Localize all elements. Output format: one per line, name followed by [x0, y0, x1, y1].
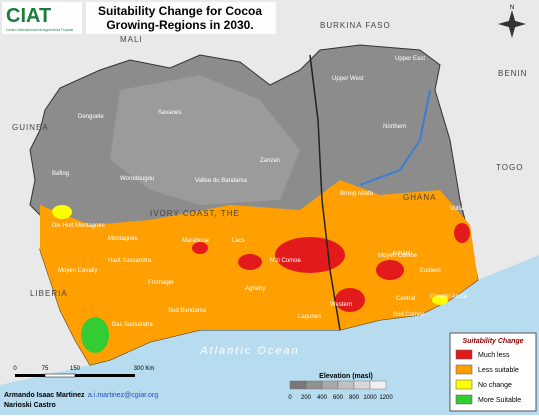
region-label: Volta: [450, 206, 464, 212]
elevation-tick: 1000: [363, 395, 377, 401]
region-label: Dix-Huit Montagnes: [52, 223, 105, 229]
scale-tick: 150: [70, 366, 81, 372]
much-less-areas: [192, 223, 470, 312]
region-label: Central: [396, 296, 415, 302]
region-label: Zanzan: [260, 158, 280, 164]
region-label: Ashanti: [392, 251, 412, 257]
relief: [110, 75, 300, 205]
scale-bar: 0 75 150 300 Km: [13, 366, 155, 378]
region-label: Northern: [383, 124, 406, 130]
lake: [359, 89, 431, 186]
country-label: BURKINA FASO: [320, 21, 391, 30]
legend: Suitability Change Much less Less suitabl…: [449, 332, 537, 412]
region-label: Brong Ahafo: [340, 191, 374, 197]
logo: CIAT: [6, 5, 51, 27]
border: [309, 54, 341, 331]
more-suitable-area: [81, 317, 109, 353]
elevation-title: Elevation (masl): [319, 373, 373, 380]
country-label: GHANA: [403, 193, 436, 202]
region-label: Haut Sassandra: [108, 258, 152, 264]
region-label: Bafing: [52, 171, 69, 177]
elevation-tick: 800: [349, 395, 360, 401]
scale-tick: 75: [42, 366, 49, 372]
country-label: BENIN: [498, 69, 527, 78]
elevation-tick: 600: [333, 395, 344, 401]
region-label: Fromager: [148, 280, 174, 286]
elevation-swatch: [321, 380, 339, 390]
elevation-swatch: [353, 380, 371, 390]
region-label: Lagunes: [298, 314, 321, 320]
region-label: Western: [330, 302, 352, 308]
region-label: Greater Accra: [430, 294, 468, 300]
compass-label: N: [510, 5, 514, 11]
elevation-swatch: [337, 380, 355, 390]
country-label: GUINEA: [12, 123, 49, 132]
region-label: Agneby: [245, 286, 265, 292]
region-label: Savanes: [158, 110, 181, 116]
legend-swatch: [455, 394, 473, 405]
country-label: TOGO: [496, 163, 523, 172]
elevation-scale: Elevation (masl) 0 200 400 600 800 1000 1200: [288, 373, 393, 401]
author: Armando Isaac Martinez: [4, 392, 85, 399]
author-email: a.i.martinez@cgiar.org: [88, 392, 158, 399]
elevation-swatch: [369, 380, 387, 390]
region-label: Sud Comoe: [393, 312, 425, 318]
author: Narioski Castro: [4, 402, 56, 409]
scale-tick: 0: [13, 366, 17, 372]
elevation-swatch: [289, 380, 307, 390]
legend-label: More Suitable: [478, 397, 521, 404]
legend-swatch: [455, 364, 473, 375]
legend-label: Much less: [478, 352, 510, 359]
region-label: Upper East: [395, 56, 425, 62]
elevation-tick: 200: [301, 395, 312, 401]
compass: N: [498, 5, 526, 38]
title: Suitability Change for Cocoa: [98, 4, 262, 18]
title: Growing-Regions in 2030.: [106, 18, 253, 32]
scale-tick: 300 Km: [134, 366, 155, 372]
no-change-area: [432, 295, 448, 305]
region-label: Moyen Cavally: [58, 268, 97, 274]
no-change-area: [52, 205, 72, 219]
country-label: IVORY COAST, THE: [150, 209, 240, 218]
region-label: Moyen Comoe: [378, 253, 418, 259]
region-label: Lacs: [232, 238, 245, 244]
region-label: Marahoue: [182, 238, 210, 244]
legend-swatch: [455, 379, 473, 390]
elevation-tick: 0: [288, 395, 292, 401]
ocean-label: Atlantic Ocean: [199, 345, 300, 357]
legend-label: Less suitable: [478, 367, 519, 374]
country-label: MALI: [120, 35, 143, 44]
logo-box: [2, 2, 82, 34]
region-label: N'zi Comoe: [270, 258, 301, 264]
legend-swatch: [455, 349, 473, 360]
legend-label: No change: [478, 382, 512, 389]
region-label: Bas Sassandra: [112, 322, 153, 328]
region-label: Vallee du Bandama: [195, 178, 248, 184]
logo-subtitle: Centro Internacional de Agricultura Trop…: [6, 28, 73, 32]
less-suitable-area: [40, 180, 478, 365]
country-label: LIBERIA: [30, 289, 68, 298]
region-label: Eastern: [420, 268, 441, 274]
region-label: Worodougou: [120, 176, 154, 182]
region-label: Montagnes: [108, 236, 138, 242]
region-label: Sud Bandama: [168, 308, 207, 314]
elevation-tick: 1200: [379, 395, 393, 401]
region-label: Upper West: [332, 76, 364, 82]
elevation-swatch: [305, 380, 323, 390]
title-box: [86, 2, 276, 34]
elevation-tick: 400: [317, 395, 328, 401]
legend-title: Suitability Change: [462, 338, 523, 345]
region-label: Denguele: [78, 114, 104, 120]
